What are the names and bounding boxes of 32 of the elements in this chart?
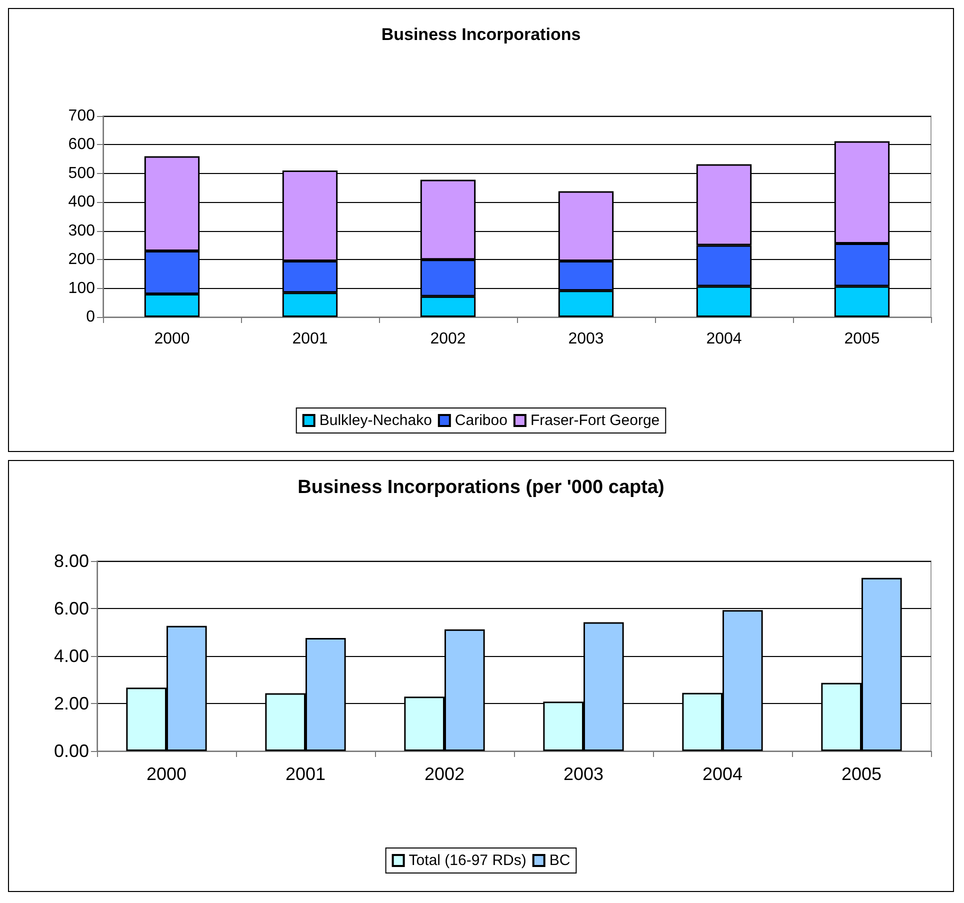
x-tick-label: 2001 [285, 764, 326, 784]
x-tick-label: 2000 [146, 764, 187, 784]
x-tick-label: 2005 [844, 330, 880, 348]
y-tick-label: 2.00 [54, 694, 89, 714]
x-tick-label: 2004 [706, 330, 742, 348]
x-tick-label: 2003 [563, 764, 604, 784]
y-tick-label: 400 [68, 194, 96, 211]
y-tick-label: 100 [68, 280, 96, 297]
y-tick-label: 0.00 [54, 741, 89, 761]
chart-title: Business Incorporations [381, 25, 581, 44]
legend-label: BC [549, 852, 570, 869]
y-tick-label: 500 [68, 164, 96, 182]
y-tick-label: 300 [68, 222, 96, 240]
y-tick-label: 700 [68, 108, 96, 124]
legend-label: Bulkley-Nechako [319, 412, 432, 429]
x-tick-label: 2001 [292, 330, 328, 348]
legend-label: Fraser-Fort George [530, 412, 660, 429]
x-tick-label: 2003 [568, 330, 604, 348]
y-tick-label: 200 [68, 251, 96, 268]
x-tick-label: 2002 [424, 764, 465, 784]
x-tick-label: 2000 [154, 330, 190, 348]
y-tick-label: 6.00 [54, 598, 89, 618]
y-tick-label: 8.00 [54, 551, 89, 571]
chart-title: Business Incorporations (per '000 capta) [298, 477, 664, 498]
legend-label: Total (16-97 RDs) [408, 852, 526, 869]
y-tick-label: 4.00 [54, 646, 89, 666]
y-tick-label: 600 [68, 136, 96, 154]
x-tick-label: 2002 [430, 330, 466, 348]
x-tick-label: 2004 [702, 764, 743, 784]
legend-label: Cariboo [454, 412, 508, 429]
x-tick-label: 2005 [841, 764, 882, 784]
y-tick-label: 0 [86, 308, 96, 326]
